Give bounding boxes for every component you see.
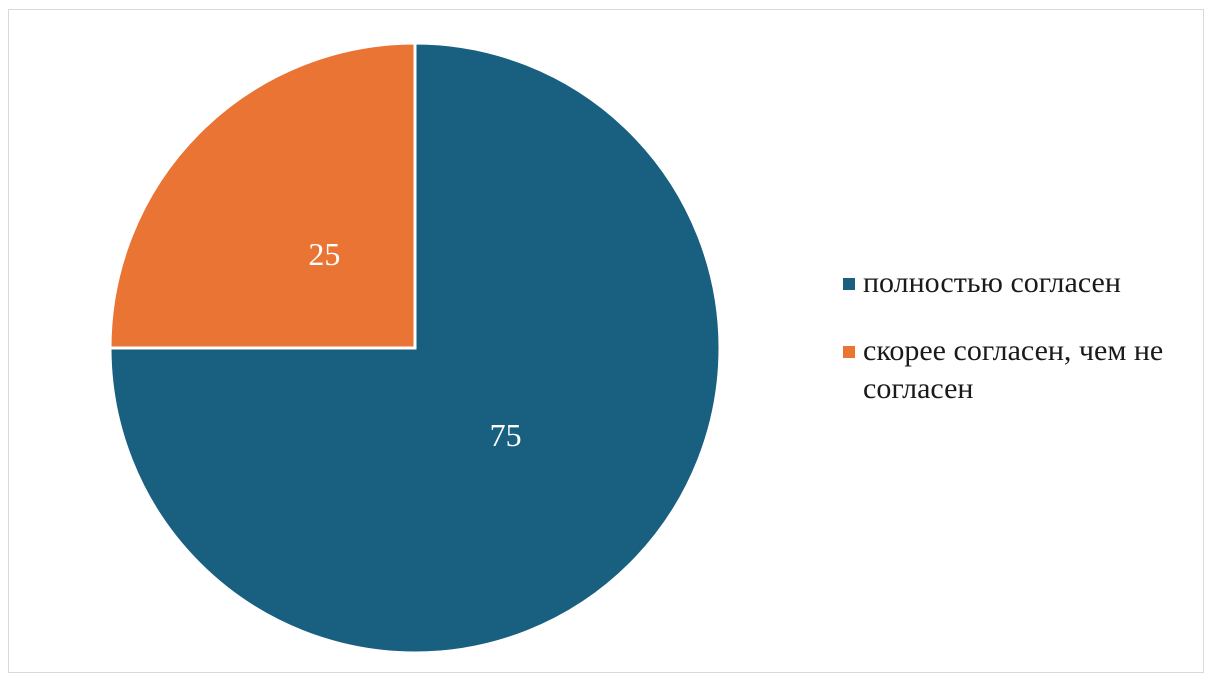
- data-label-rather-agree: 25: [308, 236, 340, 272]
- legend-item-fully-agree: полностью согласен: [843, 264, 1203, 302]
- legend-label-fully-agree: полностью согласен: [863, 266, 1121, 299]
- pie-slice-rather-agree: [108, 41, 417, 350]
- legend-item-rather-agree: скорее согласен, чем не согласен: [843, 332, 1203, 408]
- data-label-fully-agree: 75: [490, 417, 522, 453]
- legend-swatch-fully-agree: [843, 278, 855, 290]
- legend-label-rather-agree: скорее согласен, чем не согласен: [863, 334, 1164, 405]
- legend-swatch-rather-agree: [843, 346, 855, 358]
- legend: полностью согласен скорее согласен, чем …: [843, 264, 1203, 438]
